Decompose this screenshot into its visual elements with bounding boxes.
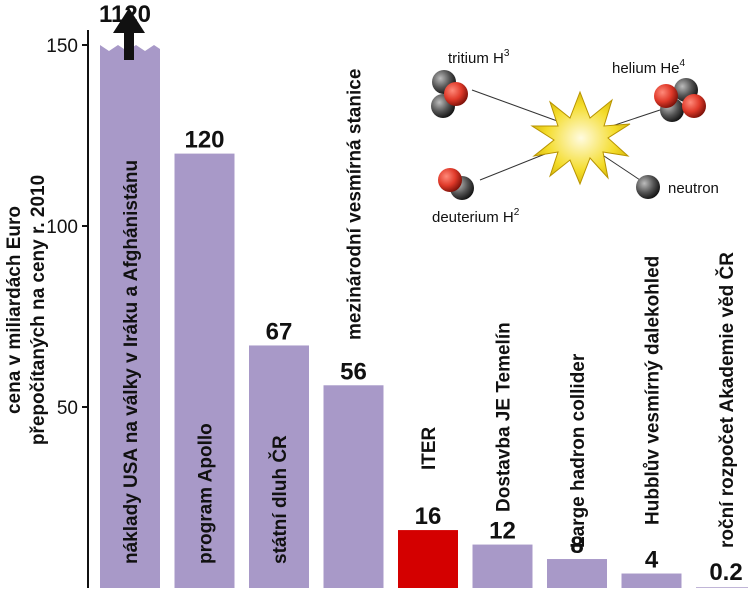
y-tick-label: 50	[57, 398, 78, 419]
deuterium-nucleus-icon	[438, 168, 474, 200]
category-label: mezinárodní vesmírná stanice	[345, 69, 366, 340]
category-labels-group: náklady USA na války v Iráku a Afghánist…	[121, 69, 738, 564]
tritium-label: tritium H3	[448, 48, 510, 67]
bar	[472, 544, 533, 588]
bar	[621, 573, 682, 588]
y-tick-label: 100	[46, 217, 78, 238]
y-axis-label-line1: cena v miliardách Euro	[4, 206, 25, 414]
value-labels-group: 112012067561612840.2	[99, 1, 743, 586]
neutron-label: neutron	[668, 180, 719, 197]
fusion-diagram: tritium H3 helium He4 deuterium H2 neutr…	[431, 48, 719, 226]
deuterium-label: deuterium H2	[432, 207, 520, 226]
connector-line	[471, 89, 561, 123]
category-label: Dostavba JE Temelín	[494, 322, 515, 512]
bar-value-label: 16	[415, 503, 442, 530]
bar-value-label: 12	[489, 518, 516, 545]
bar-value-label: 0.2	[709, 559, 742, 586]
y-tick-label: 150	[46, 36, 78, 57]
category-label: ITER	[419, 426, 440, 470]
fusion-burst-icon	[530, 90, 631, 186]
bar	[696, 587, 748, 588]
y-axis-label-line2: přepočítaných na ceny r. 2010	[28, 175, 49, 445]
connector-line	[597, 151, 641, 181]
tritium-nucleus-icon	[431, 70, 468, 118]
up-arrow-icon	[113, 8, 145, 60]
bar-value-label: 120	[184, 127, 224, 154]
neutron-particle-icon	[636, 175, 660, 199]
bar	[323, 385, 384, 588]
bar	[249, 345, 309, 588]
category-label: Large hadron collider	[568, 353, 589, 548]
helium-nucleus-icon	[654, 78, 706, 122]
category-label: Hubblův vesmírný dalekohled	[643, 256, 664, 525]
bar-value-label: 4	[645, 547, 659, 574]
bar-value-label: 8	[570, 532, 583, 559]
category-label: náklady USA na války v Iráku a Afghánist…	[121, 160, 142, 564]
y-axis-ticks: 50 100 150	[46, 36, 88, 419]
bar-value-label: 67	[266, 318, 293, 345]
bar-value-label: 56	[340, 358, 367, 385]
bar	[398, 530, 458, 588]
bar	[100, 45, 160, 588]
category-label: státní dluh ČR	[269, 435, 291, 564]
category-label: program Apollo	[196, 423, 217, 564]
bar	[174, 153, 235, 588]
bars-group	[100, 45, 748, 588]
category-label: roční rozpočet Akademie věd ČR	[716, 252, 738, 548]
bar	[547, 559, 607, 588]
helium-label: helium He4	[612, 58, 686, 77]
